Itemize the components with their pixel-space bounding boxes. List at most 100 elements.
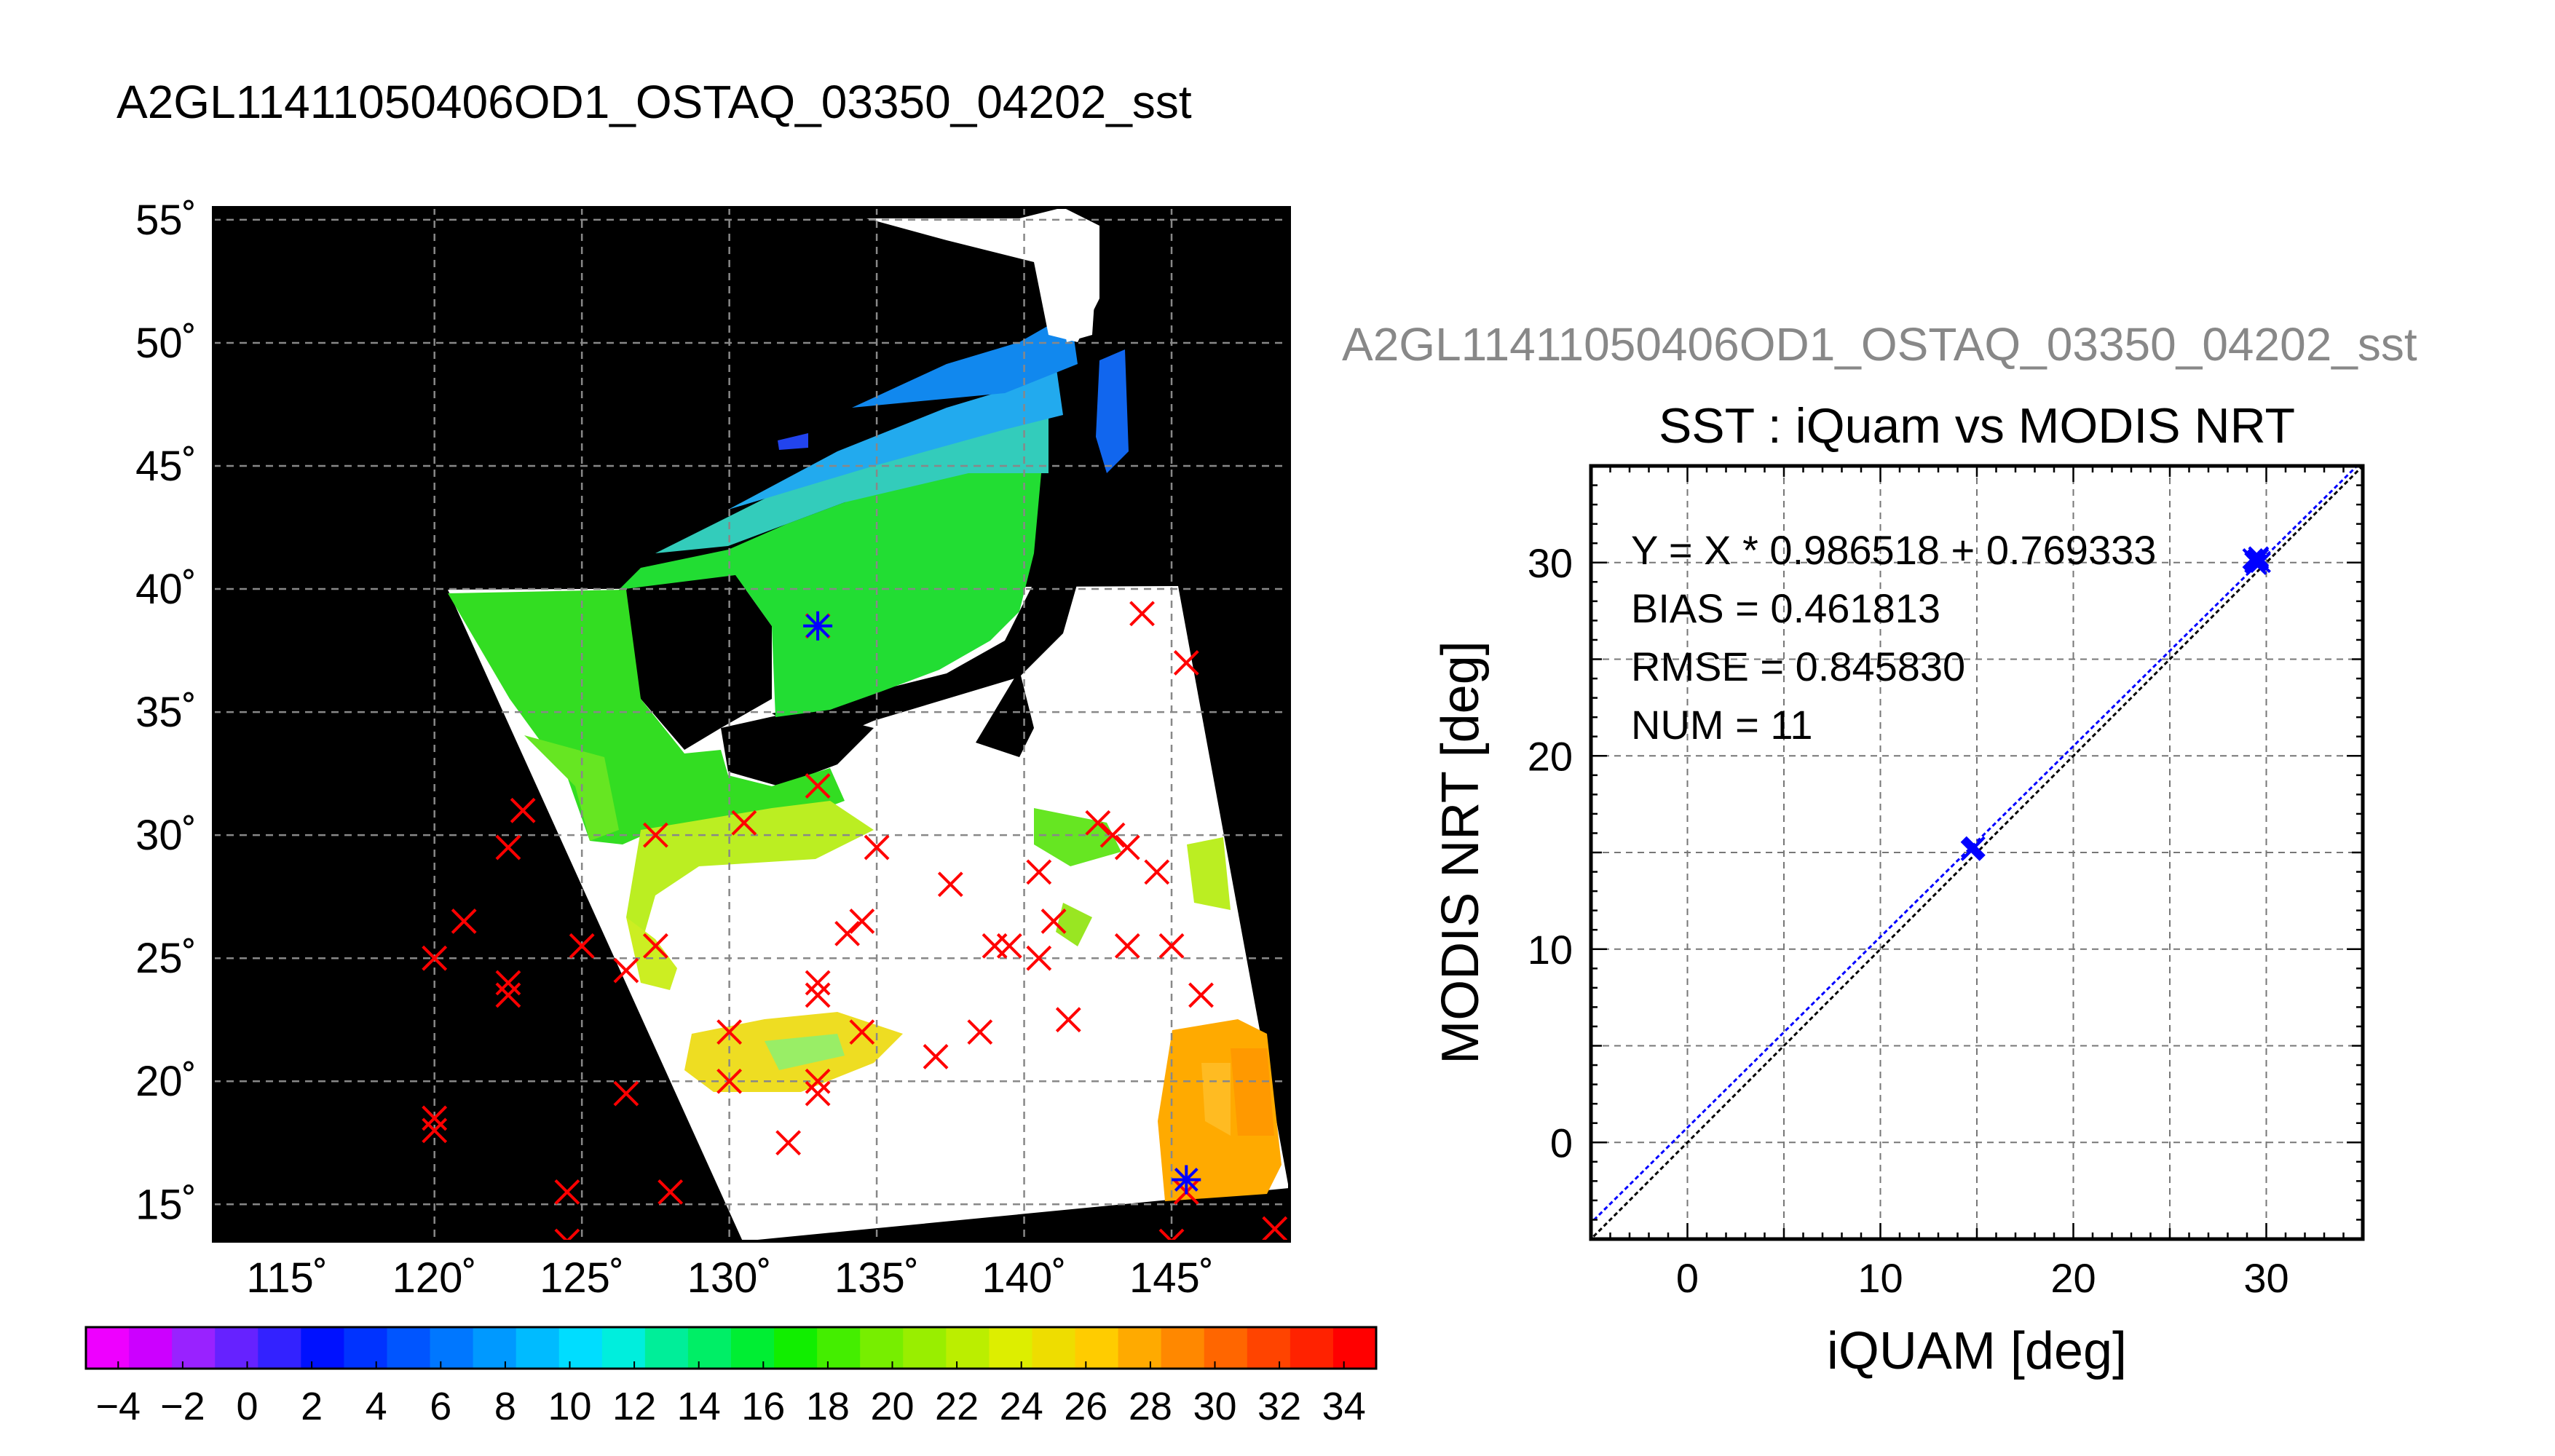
lon-tick-label: 115˚ [246,1254,328,1302]
colorbar-swatch [1032,1327,1076,1369]
red-x-marker [1099,822,1126,848]
colorbar-label: 20 [870,1385,914,1428]
scatter-stats: Y = X * 0.986518 + 0.769333 BIAS = 0.461… [1631,527,2156,748]
colorbar-swatch [903,1327,947,1369]
colorbar-swatch [344,1327,387,1369]
colorbar-swatch [516,1327,560,1369]
scatter-point [2246,550,2267,571]
lat-tick-label: 35˚ [135,689,197,736]
lat-tick-label: 40˚ [135,566,197,613]
colorbar-swatch [601,1327,646,1369]
red-x-marker [422,945,448,971]
regression-line [1591,466,2359,1224]
red-x-marker [1144,859,1170,885]
colorbar-label: 12 [612,1385,656,1428]
colorbar-swatch [1204,1327,1248,1369]
land-mask [619,480,1092,786]
map-gridlines [213,207,1290,1241]
colorbar-label: 24 [1000,1385,1043,1428]
colorbar-swatch [1161,1327,1205,1369]
colorbar-swatch [258,1327,301,1369]
colorbar-frame [84,1326,1378,1370]
stats-num: NUM = 11 [1631,702,1812,748]
colorbar-label: 8 [494,1385,516,1428]
colorbar-label: 34 [1322,1385,1366,1428]
red-x-marker [716,1068,743,1094]
scatter-y-tick-label: 10 [1528,927,1573,973]
colorbar-swatch [860,1327,904,1369]
lat-tick-label: 20˚ [135,1058,197,1105]
colorbar-swatch [1118,1327,1162,1369]
red-x-marker [834,920,861,946]
red-x-marker [510,797,536,823]
scatter-x-tick-label: 10 [1857,1255,1903,1301]
colorbar-swatch [687,1327,732,1369]
colorbar-swatch [1290,1327,1334,1369]
red-x-marker [1158,933,1185,959]
scatter-y-axis-label: MODIS NRT [deg] [1431,641,1490,1064]
red-x-marker [1114,933,1140,959]
colorbar-label: 6 [430,1385,451,1428]
red-x-marker [716,1019,743,1045]
red-x-marker [613,1080,639,1107]
red-x-marker [937,871,963,898]
map-title: A2GL11411050406OD1_OSTAQ_03350_04202_sst [117,76,1192,128]
colorbar-label: −4 [96,1385,141,1428]
red-x-marker [849,909,875,934]
lon-tick-label: 145˚ [1129,1254,1214,1302]
map-plot-area [213,207,1290,1241]
scatter-ticks [1590,464,2364,1241]
red-x-marker [864,834,890,860]
colorbar-labels: −4 −2 0 2 4 6 8 10 12 14 16 18 20 22 24 26 28 30 32 34 [96,1385,1366,1428]
red-x-marker [1055,1007,1081,1033]
red-x-marker [1158,1228,1185,1241]
colorbar-swatch [731,1327,775,1369]
lon-tick-label: 135˚ [834,1254,919,1302]
red-x-marker [1188,982,1214,1008]
lon-tick-label: 140˚ [982,1254,1067,1302]
lat-tick-label: 30˚ [135,812,197,859]
scatter-point [1960,839,1982,861]
blue-star-marker [1172,1165,1201,1195]
red-x-marker [554,1228,580,1241]
colorbar-label: 32 [1257,1385,1301,1428]
colorbar-swatch [817,1327,861,1369]
lon-tick-label: 125˚ [540,1254,624,1302]
red-x-marker [923,1044,949,1069]
colorbar-label: 4 [366,1385,387,1428]
lon-tick-label: 120˚ [392,1254,477,1302]
red-x-marker [569,933,595,959]
colorbar-swatch [1332,1327,1377,1369]
red-x-marker [1173,650,1199,676]
colorbar-label: 16 [741,1385,785,1428]
colorbar-swatch [430,1327,474,1369]
scatter-x-tick-label: 0 [1676,1255,1699,1301]
scatter-y-tick-labels: 0 10 20 30 [1528,540,1573,1166]
scatter-points [1960,546,2271,861]
red-x-marker [1026,945,1052,971]
colorbar-swatch [989,1327,1032,1369]
stats-rmse: RMSE = 0.845830 [1631,644,1965,689]
scatter-x-tick-labels: 0 10 20 30 [1676,1255,2289,1301]
colorbar-swatch [215,1327,258,1369]
red-x-marker [422,1117,448,1144]
colorbar-swatch [1247,1327,1291,1369]
colorbar-swatch [473,1327,517,1369]
stats-regression: Y = X * 0.986518 + 0.769333 [1631,527,2156,573]
colorbar-swatch [387,1327,431,1369]
lon-tick-label: 130˚ [687,1254,772,1302]
red-x-marker [1262,1216,1288,1241]
map-markers [422,601,1288,1241]
red-x-marker [1085,810,1111,836]
scatter-x-tick-label: 30 [2243,1255,2289,1301]
scatter-y-tick-label: 30 [1528,540,1573,586]
colorbar-label: 2 [301,1385,323,1428]
red-x-marker [1129,601,1155,627]
red-x-marker [642,822,668,848]
lat-tick-label: 55˚ [135,197,197,244]
red-x-marker [495,982,521,1008]
red-x-marker [775,1130,802,1156]
red-x-marker [805,773,831,799]
blue-star-marker [803,611,833,641]
